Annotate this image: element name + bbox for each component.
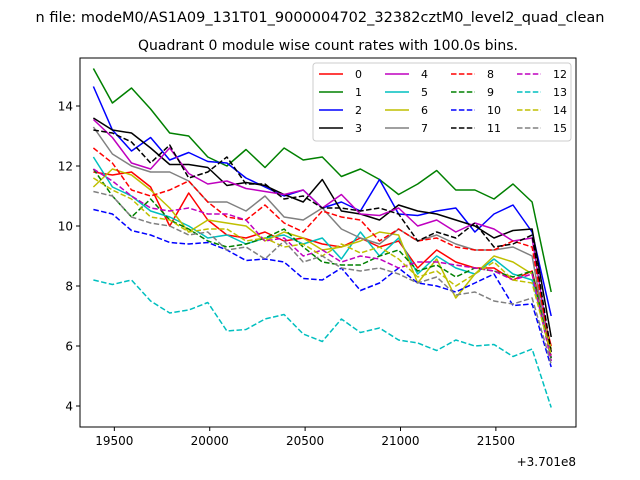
chart-title: Quadrant 0 module wise count rates with … — [138, 38, 518, 54]
plot-frame — [79, 57, 577, 428]
legend-label-14: 14 — [553, 104, 567, 117]
x-axis: 19500 20000 20500 21000 21500 — [95, 427, 515, 448]
y-tick-label: 12 — [58, 160, 73, 174]
legend-label-0: 0 — [355, 68, 362, 81]
legend-label-15: 15 — [553, 122, 567, 135]
legend-label-12: 12 — [553, 68, 567, 81]
y-tick-label: 8 — [65, 280, 73, 294]
y-tick-label: 4 — [65, 400, 73, 414]
legend-label-10: 10 — [487, 104, 501, 117]
legend-label-3: 3 — [355, 122, 362, 135]
legend-label-5: 5 — [421, 86, 428, 99]
x-tick-label: 19500 — [95, 434, 133, 448]
series-line-8 — [92, 147, 552, 356]
legend-label-1: 1 — [355, 86, 362, 99]
x-offset-label: +3.701e8 — [517, 455, 576, 469]
x-tick-label: 20000 — [191, 434, 229, 448]
legend-label-2: 2 — [355, 104, 362, 117]
series-line-12 — [92, 168, 552, 362]
legend-label-11: 11 — [487, 122, 501, 135]
y-axis: 4 6 8 10 12 14 — [58, 100, 80, 414]
series-line-13 — [93, 279, 552, 408]
series-line-11 — [93, 129, 552, 353]
series-layer — [92, 68, 552, 408]
y-tick-label: 6 — [65, 340, 73, 354]
legend-frame — [312, 62, 572, 142]
legend-label-6: 6 — [421, 104, 428, 117]
series-line-3 — [92, 117, 552, 338]
series-line-10 — [93, 208, 552, 368]
y-tick-label: 10 — [58, 220, 73, 234]
x-tick-label: 21000 — [381, 434, 419, 448]
legend-label-13: 13 — [553, 86, 567, 99]
y-tick-label: 14 — [58, 100, 73, 114]
legend-label-8: 8 — [487, 68, 494, 81]
legend-label-4: 4 — [421, 68, 428, 81]
x-tick-label: 21500 — [477, 434, 515, 448]
series-line-1 — [92, 68, 552, 293]
legend-label-7: 7 — [421, 122, 428, 135]
legend-label-9: 9 — [487, 86, 494, 99]
series-line-15 — [93, 190, 552, 365]
chart-suptitle: n file: modeM0/AS1A09_131T01_9000004702_… — [36, 10, 605, 26]
x-tick-label: 20500 — [286, 434, 324, 448]
